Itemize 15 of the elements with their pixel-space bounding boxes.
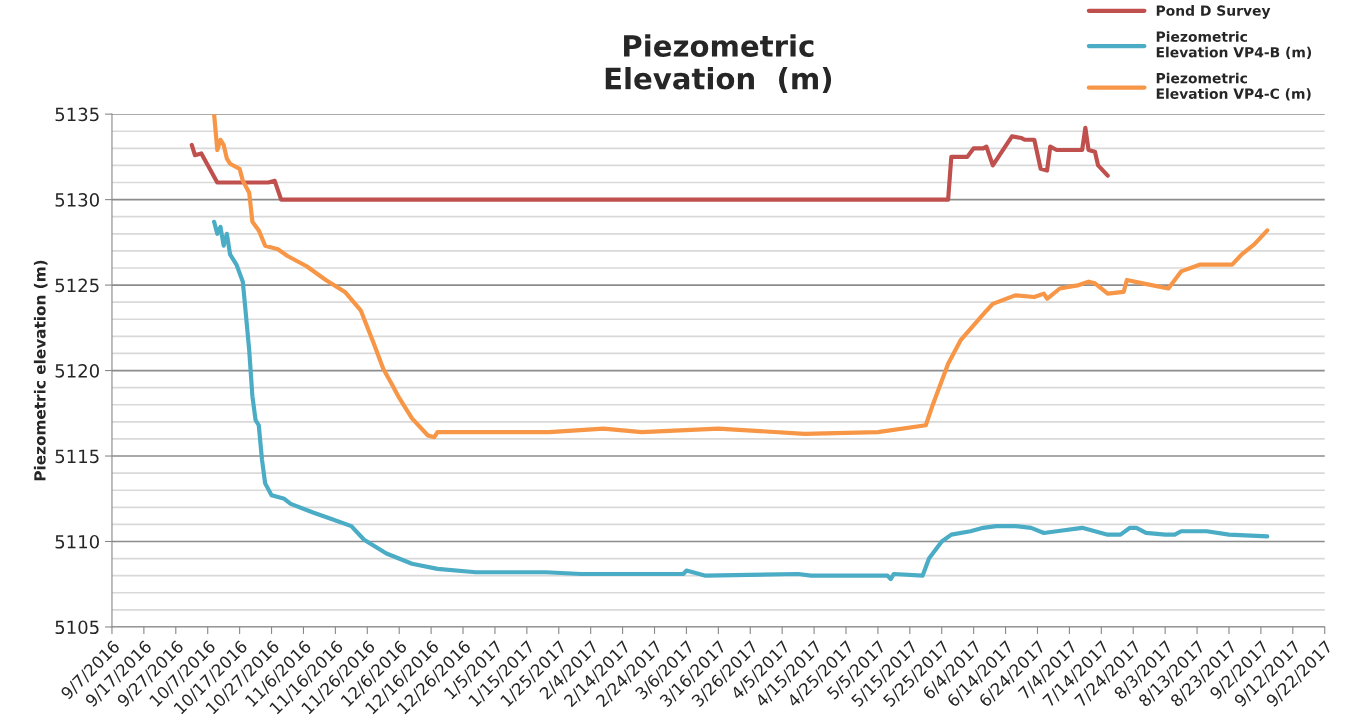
chart-title: Piezometric Elevation (m) [605,34,832,93]
y-tick-label: 5120 [55,364,99,378]
line-series [212,114,1270,440]
line-series [212,219,1270,582]
y-tick-label: 5105 [55,620,99,635]
y-tick-label: 5125 [55,278,99,293]
y-tick-label: 5110 [55,534,99,549]
legend-label: Pond D Survey [1156,5,1271,19]
y-tick-label: 5135 [55,107,99,122]
y-tick-label: 5130 [55,193,99,207]
legend-label: Piezometric Elevation VP4-B (m) [1156,31,1312,60]
y-tick-label: 5115 [55,449,99,464]
y-axis-title: Piezometric elevation (m) [33,260,48,481]
legend-label: Piezometric Elevation VP4-C (m) [1156,72,1311,101]
line-series [189,125,1110,202]
